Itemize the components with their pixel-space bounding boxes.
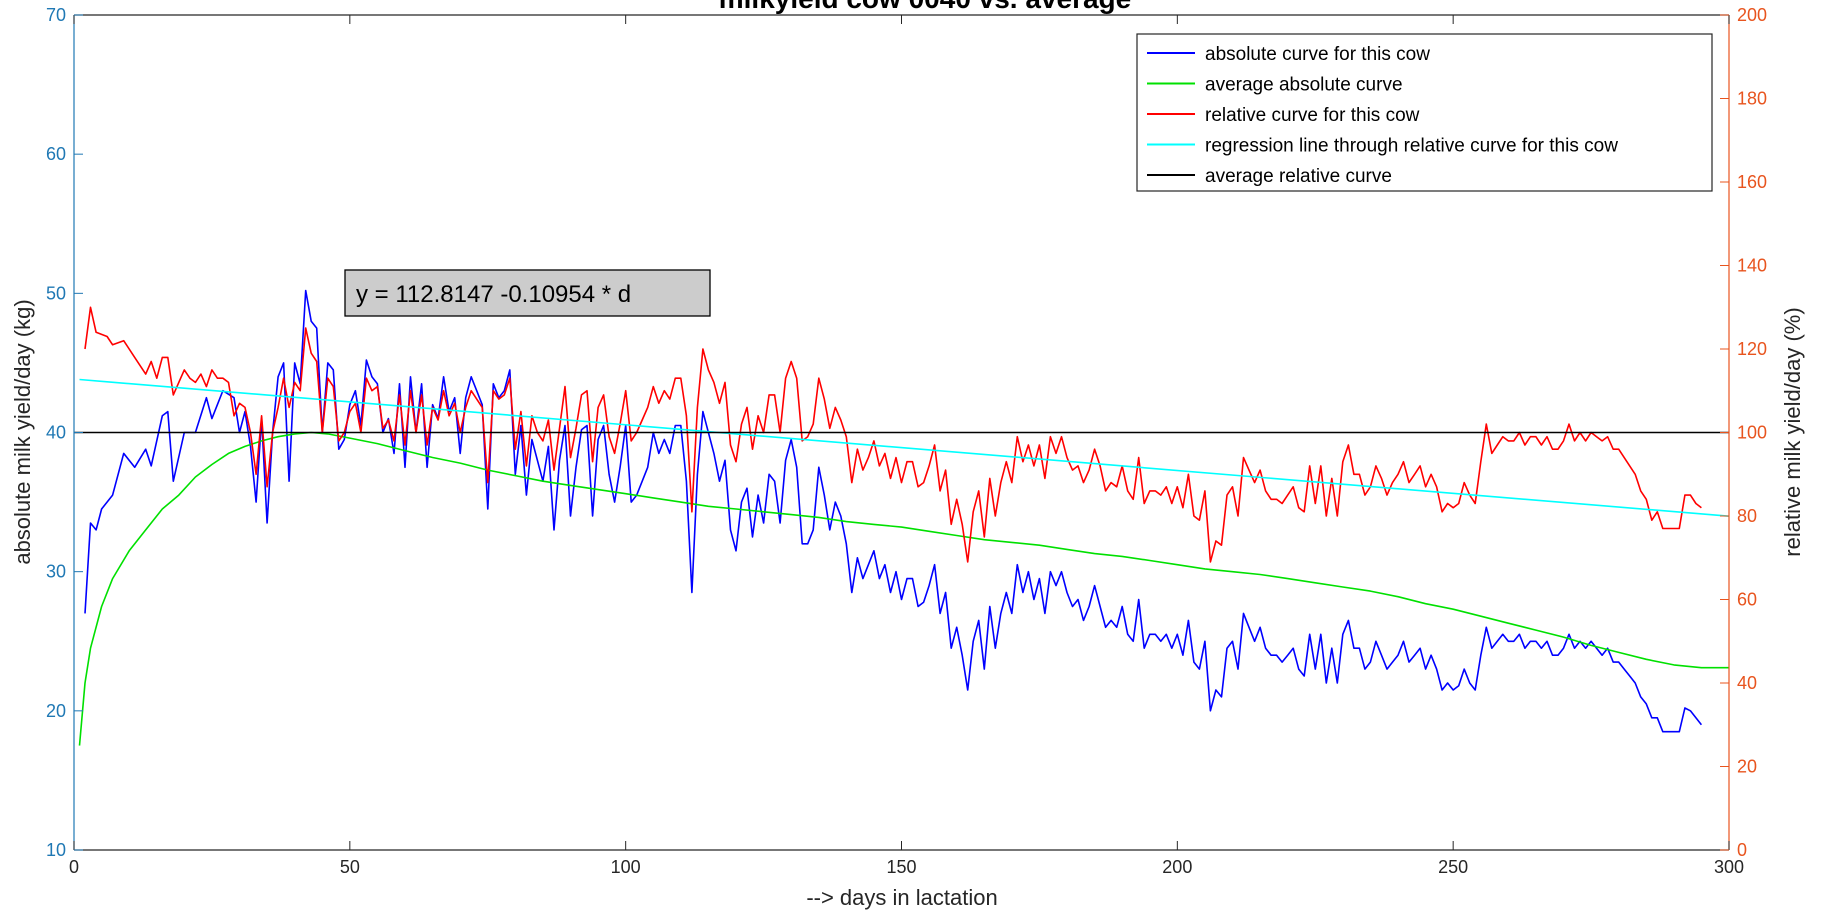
right-tick-label: 0: [1737, 840, 1747, 860]
legend: absolute curve for this cow average absol…: [1136, 33, 1713, 192]
right-tick-label: 140: [1737, 256, 1767, 276]
left-axis-label: absolute milk yield/day (kg): [10, 299, 35, 564]
right-axis-label: relative milk yield/day (%): [1780, 307, 1805, 556]
right-axis-ticks: 0 20 40 60 80 100 120 140 160 180 200: [1720, 5, 1767, 860]
x-tick-label: 200: [1162, 857, 1192, 877]
right-tick-label: 40: [1737, 673, 1757, 693]
series-layer: [74, 289, 1730, 746]
left-tick-label: 40: [46, 423, 66, 443]
left-tick-label: 50: [46, 283, 66, 303]
left-axis-ticks: 10 20 30 40 50 60 70: [46, 5, 83, 860]
right-tick-label: 160: [1737, 172, 1767, 192]
series-line-3: [79, 378, 1730, 517]
x-axis-ticks: 0 50 100 150 200 250 300: [69, 15, 1744, 877]
left-tick-label: 20: [46, 701, 66, 721]
x-axis-label: --> days in lactation: [806, 885, 997, 910]
right-tick-label: 180: [1737, 89, 1767, 109]
left-tick-label: 10: [46, 840, 66, 860]
x-tick-label: 250: [1438, 857, 1468, 877]
legend-label: average relative curve: [1205, 166, 1392, 187]
series-line-2: [84, 306, 1702, 563]
right-tick-label: 80: [1737, 506, 1757, 526]
x-tick-label: 150: [886, 857, 916, 877]
x-tick-label: 100: [611, 857, 641, 877]
regression-equation-box: y = 112.8147 -0.10954 * d: [344, 269, 711, 317]
series-line-1: [78, 431, 1729, 746]
legend-label: average absolute curve: [1205, 75, 1403, 96]
left-tick-label: 70: [46, 5, 66, 25]
x-tick-label: 0: [69, 857, 79, 877]
legend-label: regression line through relative curve f…: [1205, 136, 1618, 157]
legend-label: relative curve for this cow: [1205, 105, 1420, 126]
right-tick-label: 20: [1737, 757, 1757, 777]
right-tick-label: 100: [1737, 423, 1767, 443]
regression-equation: y = 112.8147 -0.10954 * d: [356, 281, 631, 308]
legend-label: absolute curve for this cow: [1205, 44, 1430, 65]
left-tick-label: 60: [46, 144, 66, 164]
right-tick-label: 200: [1737, 5, 1767, 25]
right-tick-label: 60: [1737, 590, 1757, 610]
x-tick-label: 50: [340, 857, 360, 877]
left-tick-label: 30: [46, 562, 66, 582]
x-tick-label: 300: [1714, 857, 1744, 877]
right-tick-label: 120: [1737, 339, 1767, 359]
